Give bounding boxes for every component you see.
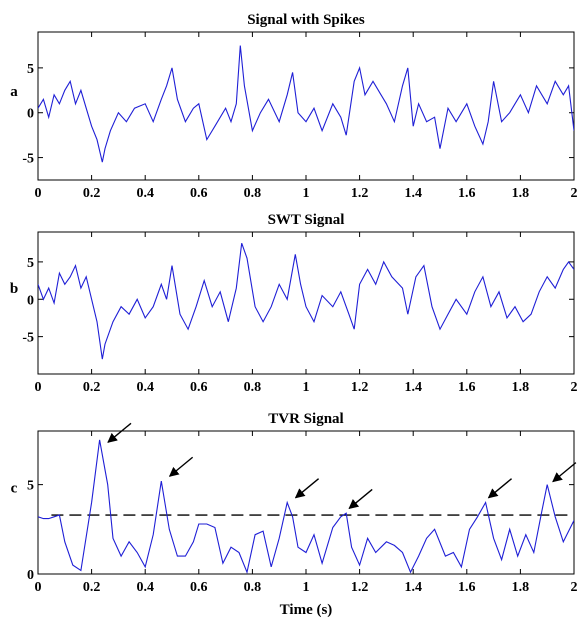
- y-tick-label: -5: [22, 331, 34, 346]
- y-tick-label: 0: [27, 107, 34, 122]
- y-tick-label: 0: [27, 568, 34, 583]
- y-tick-label: 5: [27, 479, 34, 494]
- x-tick-label: 0: [35, 580, 42, 595]
- y-axis-label: b: [10, 281, 18, 297]
- x-tick-label: 1.4: [404, 380, 422, 395]
- x-tick-label: 0.4: [136, 580, 154, 595]
- x-tick-label: 1: [303, 380, 310, 395]
- x-axis-label: Time (s): [280, 602, 333, 618]
- y-tick-label: 5: [27, 256, 34, 271]
- spike-arrow: [487, 478, 513, 499]
- panels: Signal with Spikes 0 0.2 0.4 0.6 0.8 1 1.2 1.4 1.…: [10, 12, 578, 618]
- y-tick-label: 5: [27, 62, 34, 77]
- x-tick-label: 1.2: [351, 580, 369, 595]
- x-tick-label: 0.6: [190, 580, 208, 595]
- series-line: [38, 439, 574, 574]
- chart-title: Signal with Spikes: [247, 12, 365, 28]
- panel-0: Signal with Spikes 0 0.2 0.4 0.6 0.8 1 1.2 1.4 1.…: [10, 12, 577, 201]
- y-tick-label: -5: [22, 152, 34, 167]
- x-tick-label: 1.2: [351, 380, 369, 395]
- series-line: [38, 45, 574, 163]
- x-tick-label: 0: [35, 380, 42, 395]
- panel-1: SWT Signal 0 0.2 0.4 0.6 0.8 1 1.2 1.4 1.6 1.8 2 5 0 -…: [10, 212, 578, 395]
- x-tick-label: 1.6: [458, 186, 476, 201]
- spike-arrow: [294, 478, 320, 499]
- x-tick-label: 1.8: [512, 186, 530, 201]
- x-tick-label: 0.8: [244, 580, 262, 595]
- y-axis-label: a: [10, 84, 18, 100]
- x-tick-label: 0.2: [83, 380, 101, 395]
- spike-arrow: [552, 462, 577, 483]
- spike-arrow: [348, 488, 373, 510]
- x-tick-label: 1.2: [351, 186, 369, 201]
- x-tick-label: 0.8: [244, 380, 262, 395]
- x-tick-label: 0.2: [83, 580, 101, 595]
- x-tick-label: 2: [571, 186, 578, 201]
- x-tick-label: 1.8: [512, 380, 530, 395]
- y-axis-label: c: [11, 481, 18, 497]
- x-tick-label: 1.6: [458, 380, 476, 395]
- x-tick-label: 0.4: [136, 186, 154, 201]
- x-tick-label: 1.4: [404, 580, 422, 595]
- x-tick-label: 0.2: [83, 186, 101, 201]
- x-tick-label: 0: [35, 186, 42, 201]
- x-tick-label: 2: [571, 380, 578, 395]
- x-tick-label: 0.6: [190, 186, 208, 201]
- x-tick-label: 1.8: [512, 580, 530, 595]
- plot-frame: [37, 231, 575, 375]
- chart-title: TVR Signal: [268, 411, 343, 427]
- plot-frame: [37, 31, 575, 181]
- chart-title: SWT Signal: [268, 212, 345, 228]
- spike-arrow: [107, 422, 132, 443]
- panel-2: TVR Signal 0 0.2 0.4 0.6 0.8 1 1.2 1.4 1.6 1.8 2 5 0 c…: [11, 411, 578, 618]
- x-tick-label: 1: [303, 186, 310, 201]
- series-line: [38, 243, 574, 360]
- x-tick-label: 1.6: [458, 580, 476, 595]
- x-tick-label: 1.4: [404, 186, 422, 201]
- spike-arrow: [168, 456, 194, 477]
- y-tick-label: 0: [27, 293, 34, 308]
- x-tick-label: 2: [571, 580, 578, 595]
- x-tick-label: 0.6: [190, 380, 208, 395]
- x-tick-label: 1: [303, 580, 310, 595]
- x-tick-label: 0.8: [244, 186, 262, 201]
- x-tick-label: 0.4: [136, 380, 154, 395]
